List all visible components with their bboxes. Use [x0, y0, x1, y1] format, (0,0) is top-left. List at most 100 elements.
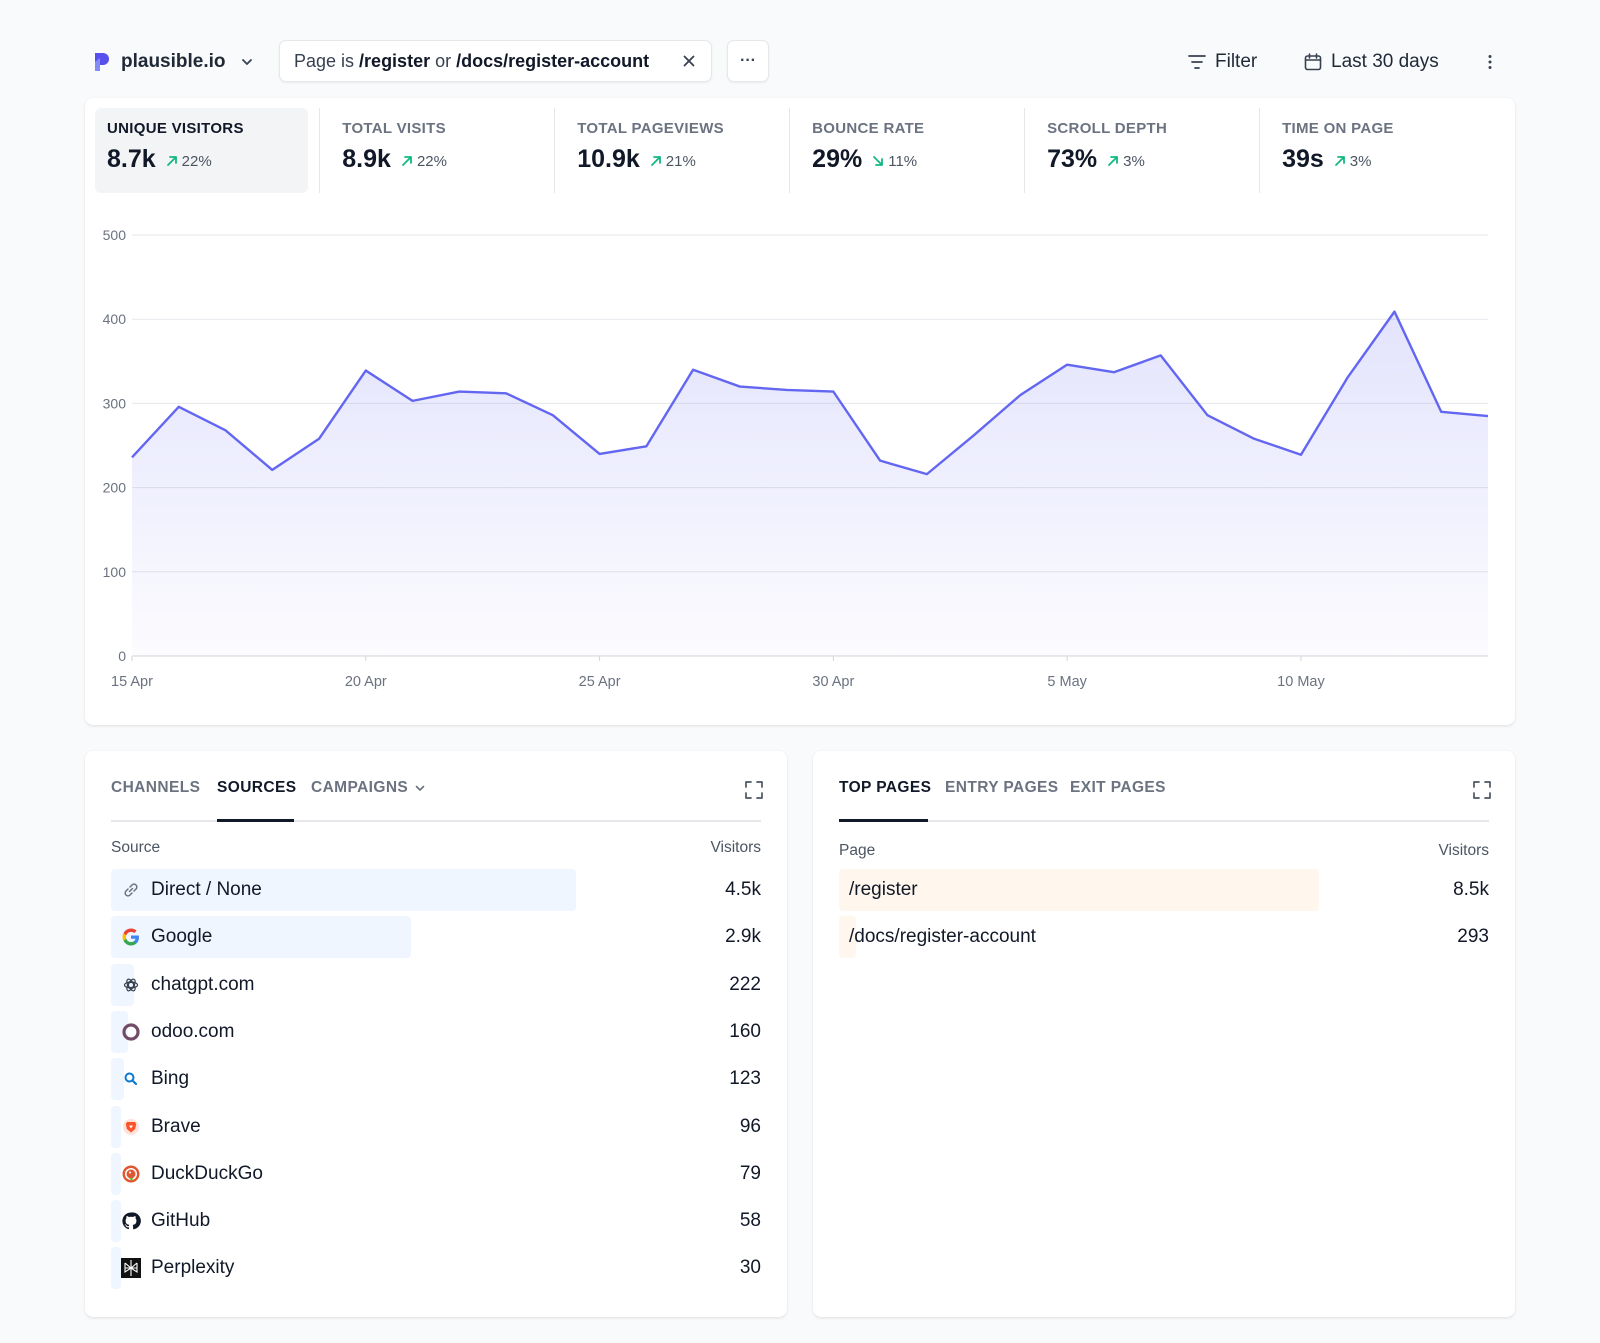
chatgpt-icon — [121, 975, 141, 995]
source-row[interactable]: Google 2.9k — [111, 916, 761, 959]
tab-label: SOURCES — [217, 779, 297, 796]
google-icon — [121, 927, 141, 947]
source-visitors: 2.9k — [725, 926, 761, 948]
source-label[interactable]: GitHub — [121, 1200, 210, 1242]
page-row[interactable]: /docs/register-account 293 — [839, 916, 1489, 959]
source-label[interactable]: DuckDuckGo — [121, 1153, 263, 1195]
perplexity-icon — [121, 1258, 141, 1279]
visitors-chart: 0 100 200 300 400 500 15 Apr 20 Apr 25 Apr 30 Apr… — [85, 208, 1515, 718]
source-bar — [111, 916, 411, 959]
y-tick-label: 500 — [103, 227, 127, 243]
metric-divider — [789, 108, 791, 193]
metric-total-pageviews[interactable]: TOTAL PAGEVIEWS 10.9k 21% — [554, 108, 800, 193]
source-label[interactable]: odoo.com — [121, 1011, 234, 1053]
sources-card: CHANNELS SOURCES CAMPAIGNS Source Visito… — [85, 751, 787, 1317]
source-label[interactable]: Bing — [121, 1058, 189, 1100]
source-row[interactable]: Perplexity 30 — [111, 1247, 761, 1290]
source-label[interactable]: Brave — [121, 1106, 201, 1148]
pages-card: TOP PAGES ENTRY PAGES EXIT PAGES Page Vi… — [813, 751, 1515, 1317]
metric-scroll-depth[interactable]: SCROLL DEPTH 73% 3% — [1024, 108, 1270, 193]
sources-tabs: CHANNELS SOURCES CAMPAIGNS — [111, 751, 763, 822]
expand-icon[interactable] — [1471, 779, 1493, 801]
filter-value-2: /docs/register-account — [456, 50, 650, 71]
page-label[interactable]: /docs/register-account — [849, 916, 1036, 958]
filter-button[interactable]: Filter — [1188, 40, 1257, 84]
metric-label: TOTAL VISITS — [342, 120, 446, 137]
column-header-visitors[interactable]: Visitors — [1438, 842, 1489, 859]
metric-row: 8.7k 22% — [107, 145, 296, 174]
page-label[interactable]: /register — [849, 869, 918, 911]
arrow-up-icon — [402, 156, 412, 166]
source-visitors: 79 — [739, 1162, 761, 1184]
metric-change-value: 3% — [1123, 152, 1145, 170]
source-name: Brave — [151, 1115, 201, 1137]
source-label[interactable]: Perplexity — [121, 1247, 234, 1289]
source-name: GitHub — [151, 1210, 211, 1232]
x-tick-label: 5 May — [1047, 674, 1087, 690]
metric-value: 39s — [1282, 145, 1324, 173]
metric-change: 3% — [1334, 153, 1371, 170]
source-row[interactable]: GitHub 58 — [111, 1200, 761, 1243]
active-tab-indicator — [839, 819, 928, 822]
metric-change: 22% — [401, 153, 447, 170]
brave-icon — [121, 1117, 141, 1137]
expand-icon[interactable] — [743, 779, 765, 801]
more-filters-button[interactable]: ··· — [727, 40, 769, 82]
source-name: Direct / None — [151, 879, 262, 900]
active-filter-pill[interactable]: Page is /register or /docs/register-acco… — [279, 40, 712, 82]
source-label[interactable]: Google — [121, 916, 212, 958]
column-header-visitors[interactable]: Visitors — [710, 839, 761, 856]
filter-value-1: /register — [359, 50, 431, 71]
metric-time-on-page[interactable]: TIME ON PAGE 39s 3% — [1259, 108, 1505, 193]
metric-total-visits[interactable]: TOTAL VISITS 8.9k 22% — [319, 108, 565, 193]
github-icon — [121, 1211, 141, 1231]
tab-entry-pages[interactable]: ENTRY PAGES — [945, 779, 1059, 797]
tab-top-pages[interactable]: TOP PAGES — [839, 779, 931, 797]
metric-change-value: 11% — [888, 152, 918, 170]
tab-channels[interactable]: CHANNELS — [111, 779, 200, 797]
tab-label: ENTRY PAGES — [945, 779, 1059, 796]
tab-sources[interactable]: SOURCES — [217, 779, 296, 797]
close-icon[interactable] — [681, 53, 697, 69]
metric-change-value: 22% — [416, 152, 447, 170]
tab-label: TOP PAGES — [839, 779, 932, 796]
source-bar — [111, 1247, 121, 1290]
metric-label: TIME ON PAGE — [1282, 120, 1394, 137]
source-row[interactable]: odoo.com 160 — [111, 1010, 761, 1053]
source-row[interactable]: Bing 123 — [111, 1058, 761, 1101]
source-row[interactable]: Brave 96 — [111, 1105, 761, 1148]
source-visitors: 30 — [739, 1257, 761, 1279]
source-row[interactable]: chatgpt.com 222 — [111, 963, 761, 1006]
page-row[interactable]: /register 8.5k — [839, 869, 1489, 911]
tab-label: EXIT PAGES — [1070, 779, 1166, 796]
arrow-up-icon — [1334, 156, 1345, 166]
source-name: DuckDuckGo — [151, 1162, 263, 1184]
tab-exit-pages[interactable]: EXIT PAGES — [1070, 779, 1166, 797]
metric-change-value: 22% — [181, 152, 212, 170]
source-visitors: 96 — [739, 1115, 761, 1137]
metric-unique-visitors[interactable]: UNIQUE VISITORS 8.7k 22% — [95, 108, 309, 193]
page-bar — [839, 916, 856, 959]
source-label[interactable]: chatgpt.com — [121, 964, 255, 1006]
metric-bounce-rate[interactable]: BOUNCE RATE 29% 11% — [789, 108, 1035, 193]
source-bar — [111, 1200, 121, 1243]
page-bar — [839, 869, 1319, 911]
more-options-button[interactable] — [1480, 40, 1500, 84]
date-range-label: Last 30 days — [1331, 51, 1439, 72]
metric-value: 10.9k — [577, 145, 640, 173]
site-switcher[interactable]: plausible.io — [93, 40, 254, 84]
x-tick-label: 25 Apr — [579, 674, 621, 690]
chart-area-fill — [132, 311, 1488, 656]
metric-label: UNIQUE VISITORS — [107, 120, 244, 137]
metric-value: 29% — [812, 145, 863, 173]
source-label[interactable]: Direct / None — [121, 869, 262, 911]
source-row[interactable]: Direct / None 4.5k — [111, 869, 761, 911]
source-bar — [111, 1152, 121, 1195]
source-row[interactable]: DuckDuckGo 79 — [111, 1152, 761, 1195]
date-range-picker[interactable]: Last 30 days — [1304, 40, 1439, 84]
source-bar — [111, 963, 134, 1006]
tab-campaigns[interactable]: CAMPAIGNS — [311, 779, 426, 797]
metric-row: 10.9k 21% — [577, 145, 788, 174]
pages-tabs: TOP PAGES ENTRY PAGES EXIT PAGES — [839, 751, 1491, 822]
source-name: chatgpt.com — [151, 973, 255, 995]
